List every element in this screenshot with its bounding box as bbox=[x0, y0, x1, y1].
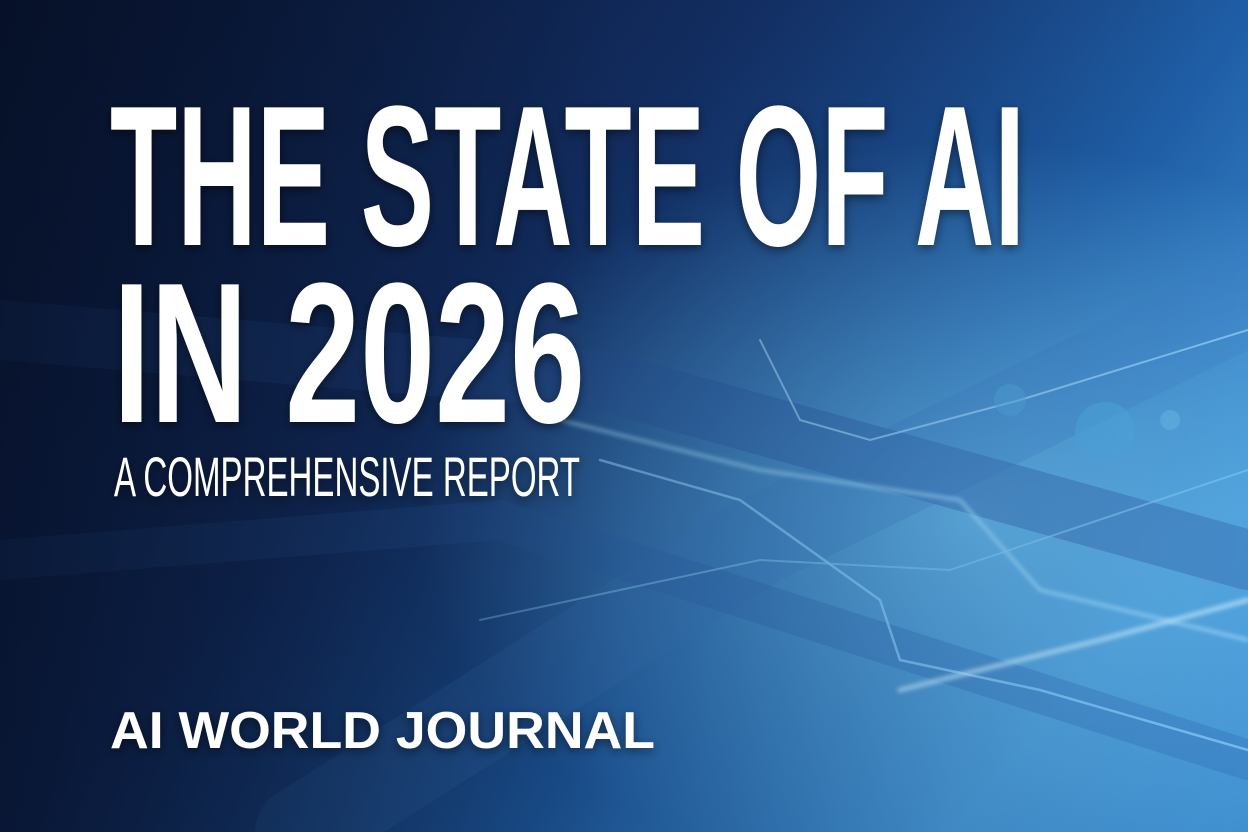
subtitle: A COMPREHENSIVE REPORT bbox=[114, 445, 580, 508]
title-line: IN 2026 bbox=[113, 242, 585, 465]
title-line: THE STATE OF AI bbox=[110, 65, 1025, 288]
publisher: AI WORLD JOURNAL bbox=[110, 702, 655, 760]
text-group: THE STATE OF AI IN 2026 A COMPREHENSIVE … bbox=[110, 65, 1025, 760]
